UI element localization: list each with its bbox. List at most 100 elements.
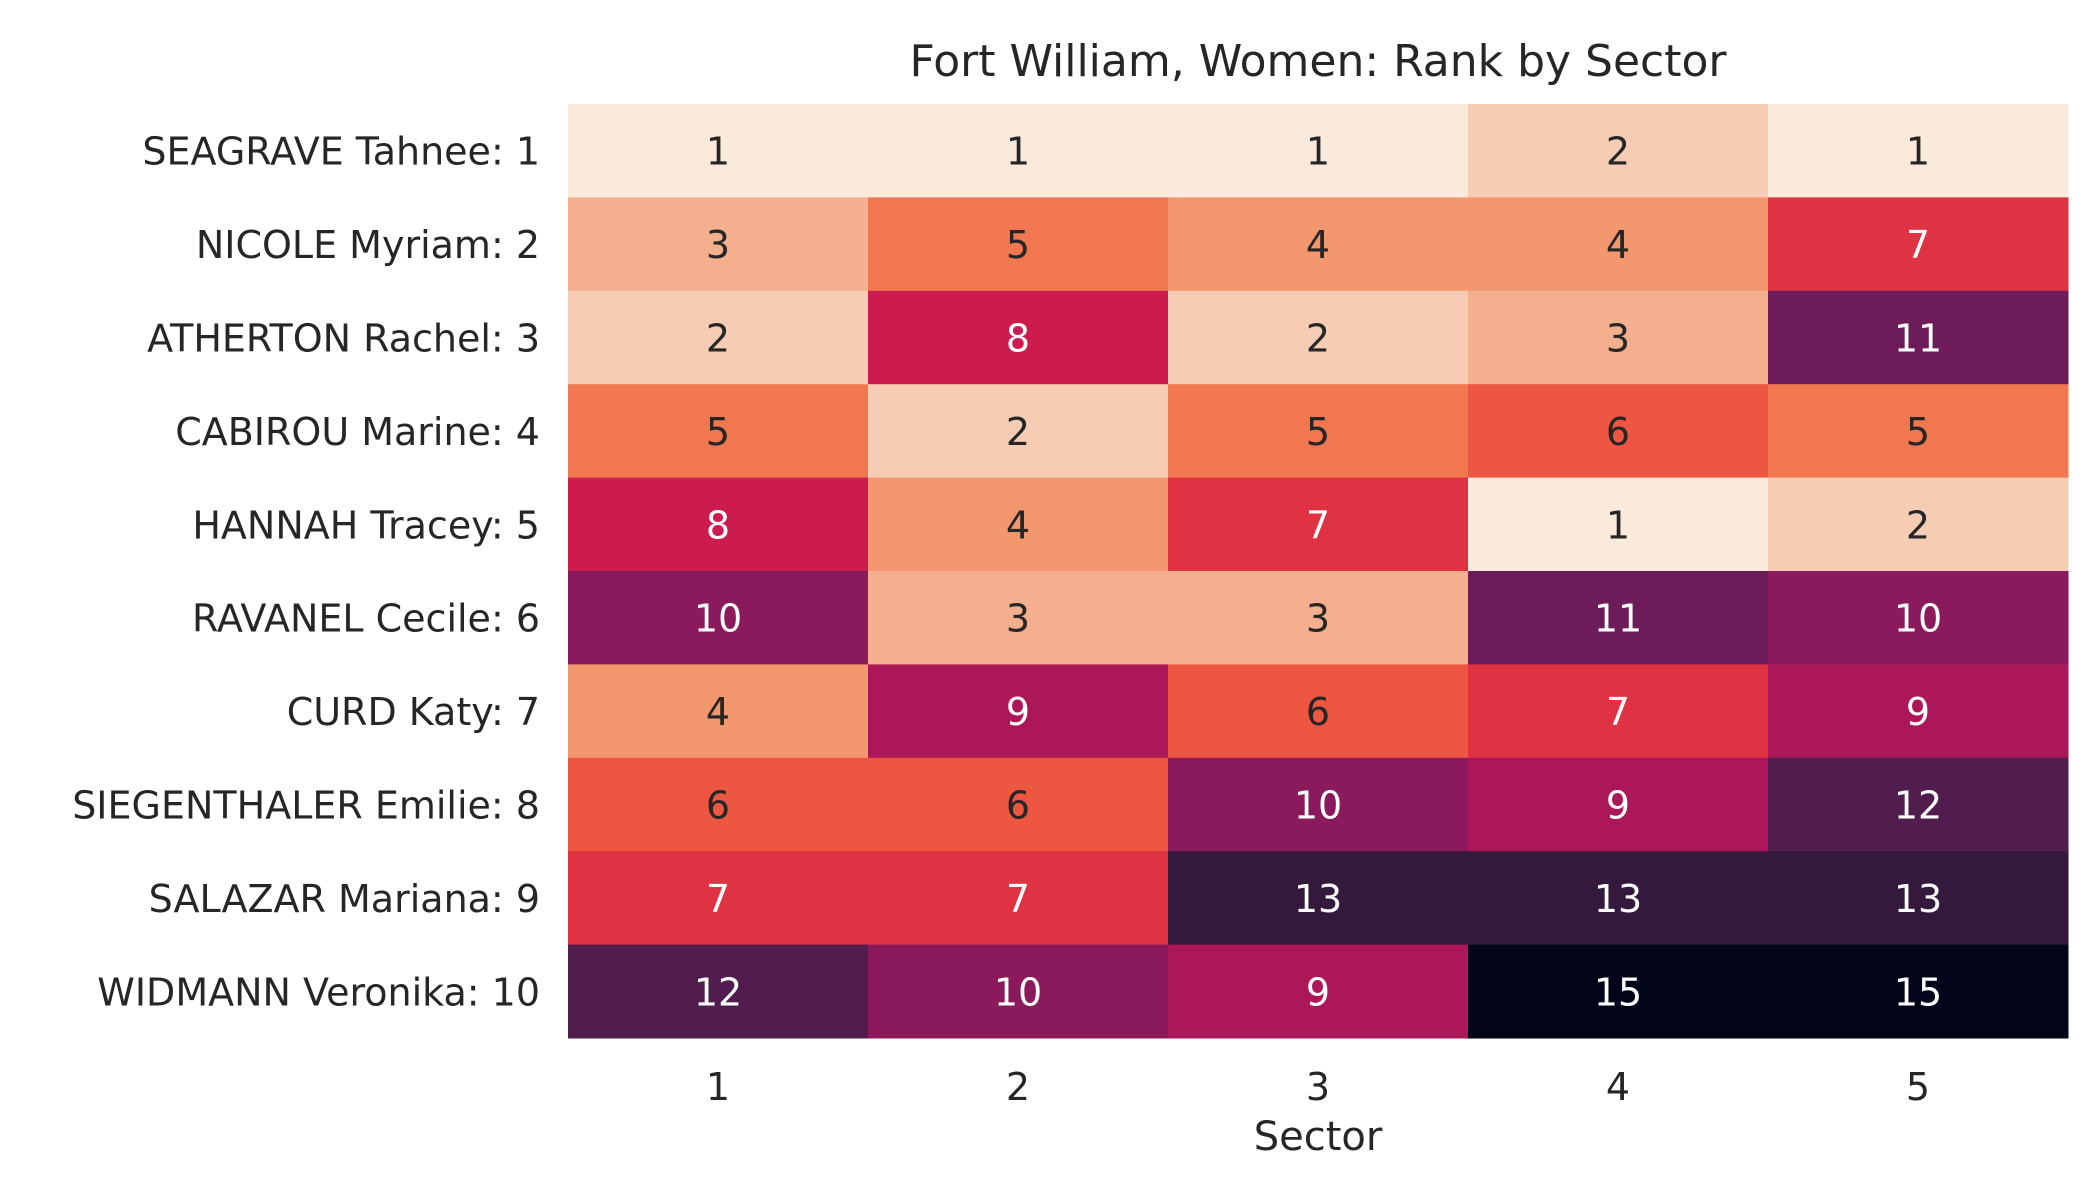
cell-value-label: 3: [1006, 597, 1030, 641]
cell-value-label: 8: [1006, 317, 1030, 361]
heatmap-cell: [868, 851, 1169, 946]
heatmap-cell: [1168, 851, 1469, 946]
heatmap-cell: [868, 477, 1169, 572]
heatmap-cell: [868, 290, 1169, 385]
y-tick-label: ATHERTON Rachel: 3: [147, 317, 540, 361]
heatmap-cell: [1768, 664, 2069, 759]
cell-value-label: 15: [1894, 970, 1942, 1014]
heatmap-cell: [1168, 571, 1469, 665]
heatmap-cell: [868, 664, 1169, 759]
heatmap-cell: [1768, 290, 2069, 385]
cell-value-label: 11: [1594, 597, 1642, 641]
y-tick-label: CABIROU Marine: 4: [175, 410, 540, 454]
heatmap-cell: [1168, 197, 1469, 292]
cell-value-labels: 1 1 1 2 13 5 4 4 72 8 2 3 115 2 5 6 58 4 7 1 210 3 3 11 104 9 6 7 96…: [694, 130, 1942, 1015]
heatmap-cell: [568, 290, 869, 385]
y-tick-label: NICOLE Myriam: 2: [196, 223, 540, 267]
heatmap-cell: [1468, 851, 1769, 946]
cell-value-label: 2: [1906, 503, 1930, 547]
heatmap-cell: [1768, 757, 2069, 852]
x-axis-tick-labels: 1 2 3 4 5: [706, 1065, 1930, 1109]
heatmap-cell: [868, 384, 1169, 479]
heatmap-cells: [568, 104, 2069, 1039]
cell-value-label: 2: [706, 317, 730, 361]
cell-value-label: 2: [1606, 130, 1630, 174]
cell-value-label: 5: [1006, 223, 1030, 267]
heatmap-cell: [868, 571, 1169, 665]
y-tick-label: SIEGENTHALER Emilie: 8: [72, 784, 540, 828]
x-tick-label: 3: [1306, 1065, 1330, 1109]
heatmap-cell: [1768, 197, 2069, 292]
x-tick-label: 5: [1906, 1065, 1930, 1109]
cell-value-label: 13: [1594, 877, 1642, 921]
heatmap-cell: [568, 571, 869, 665]
cell-value-label: 11: [1894, 317, 1942, 361]
cell-value-label: 9: [1006, 690, 1030, 734]
heatmap-cell: [1468, 197, 1769, 292]
heatmap-cell: [868, 944, 1169, 1039]
cell-value-label: 4: [1606, 223, 1630, 267]
y-tick-label: SALAZAR Mariana: 9: [149, 877, 540, 921]
y-tick-label: HANNAH Tracey: 5: [192, 503, 540, 547]
cell-value-label: 4: [1306, 223, 1330, 267]
heatmap-cell: [1168, 477, 1469, 572]
heatmap-cell: [1768, 851, 2069, 946]
cell-value-label: 2: [1006, 410, 1030, 454]
cell-value-label: 5: [706, 410, 730, 454]
cell-value-label: 4: [1006, 503, 1030, 547]
heatmap-cell: [1168, 384, 1469, 479]
cell-value-label: 1: [1006, 130, 1030, 174]
heatmap-cell: [1768, 384, 2069, 479]
cell-value-label: 15: [1594, 970, 1642, 1014]
cell-value-label: 3: [1606, 317, 1630, 361]
y-tick-label: CURD Katy: 7: [287, 690, 540, 734]
heatmap-cell: [1168, 757, 1469, 852]
heatmap-cell: [1468, 477, 1769, 572]
heatmap-cell: [1168, 944, 1469, 1039]
cell-value-label: 6: [706, 784, 730, 828]
heatmap-cell: [568, 757, 869, 852]
heatmap-cell: [568, 477, 869, 572]
y-tick-label: RAVANEL Cecile: 6: [192, 597, 540, 641]
cell-value-label: 7: [1606, 690, 1630, 734]
heatmap-cell: [1768, 104, 2069, 198]
heatmap-cell: [1768, 477, 2069, 572]
heatmap-cell: [868, 197, 1169, 292]
y-tick-label: WIDMANN Veronika: 10: [97, 970, 540, 1014]
heatmap-cell: [1468, 104, 1769, 198]
cell-value-label: 5: [1906, 410, 1930, 454]
heatmap-cell: [568, 664, 869, 759]
heatmap-cell: [1468, 757, 1769, 852]
y-tick-label: SEAGRAVE Tahnee: 1: [142, 130, 540, 174]
cell-value-label: 13: [1294, 877, 1342, 921]
cell-value-label: 12: [1894, 784, 1942, 828]
heatmap-cell: [1168, 664, 1469, 759]
cell-value-label: 8: [706, 503, 730, 547]
cell-value-label: 9: [1906, 690, 1930, 734]
cell-value-label: 13: [1894, 877, 1942, 921]
cell-value-label: 5: [1306, 410, 1330, 454]
cell-value-label: 10: [694, 597, 742, 641]
cell-value-label: 3: [1306, 597, 1330, 641]
cell-value-label: 7: [1006, 877, 1030, 921]
y-axis-tick-labels: SEAGRAVE Tahnee: 1 NICOLE Myriam: 2 ATHERT…: [72, 130, 540, 1015]
x-axis-label: Sector: [1254, 1114, 1383, 1160]
cell-value-label: 6: [1606, 410, 1630, 454]
x-tick-label: 2: [1006, 1065, 1030, 1109]
heatmap-cell: [1468, 384, 1769, 479]
cell-value-label: 3: [706, 223, 730, 267]
cell-value-label: 6: [1006, 784, 1030, 828]
heatmap-cell: [568, 197, 869, 292]
cell-value-label: 2: [1306, 317, 1330, 361]
heatmap-cell: [568, 104, 869, 198]
heatmap-cell: [868, 104, 1169, 198]
heatmap-cell: [1468, 664, 1769, 759]
heatmap-cell: [1768, 944, 2069, 1039]
cell-value-label: 1: [1306, 130, 1330, 174]
cell-value-label: 9: [1606, 784, 1630, 828]
cell-value-label: 1: [1906, 130, 1930, 174]
heatmap-cell: [1768, 571, 2069, 665]
cell-value-label: 6: [1306, 690, 1330, 734]
heatmap-cell: [568, 384, 869, 479]
